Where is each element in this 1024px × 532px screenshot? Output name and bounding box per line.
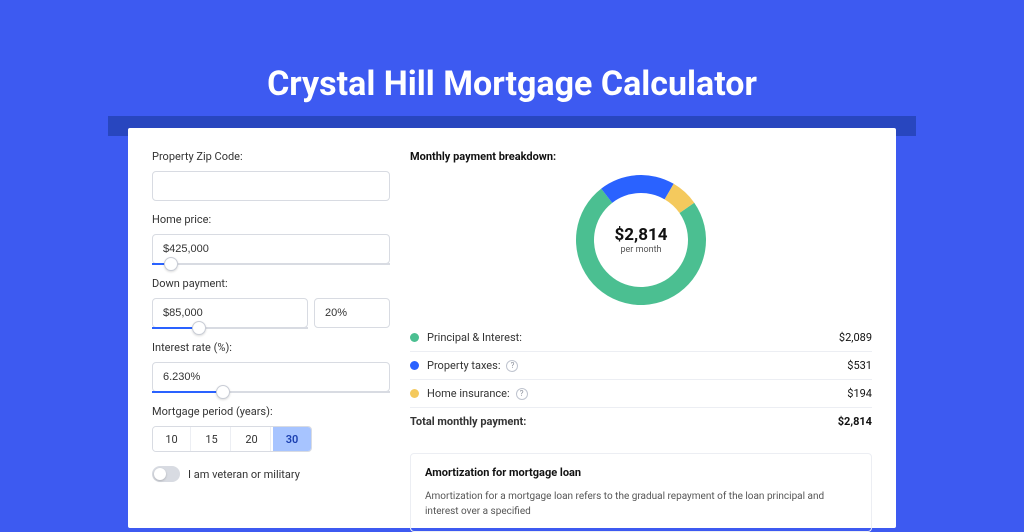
donut-wrap: $2,814 per month: [410, 175, 872, 305]
amortization-card: Amortization for mortgage loan Amortizat…: [410, 453, 872, 532]
legend-label: Property taxes:: [427, 359, 500, 372]
legend-label: Home insurance:: [427, 387, 510, 400]
donut-sub: per month: [620, 245, 661, 255]
home-price-field: Home price:: [152, 213, 390, 265]
veteran-toggle-label: I am veteran or military: [188, 468, 300, 481]
monthly-payment-donut: $2,814 per month: [576, 175, 706, 305]
amortization-text: Amortization for a mortgage loan refers …: [425, 489, 857, 519]
breakdown-column: Monthly payment breakdown: $2,814 per mo…: [410, 150, 872, 504]
legend-dot-icon: [410, 361, 419, 370]
down-payment-amount-field: [152, 298, 308, 329]
down-payment-percent-field: [314, 298, 390, 329]
interest-rate-slider-fill: [152, 391, 223, 393]
form-column: Property Zip Code: Home price: Down paym…: [152, 150, 390, 504]
breakdown-legend: Principal & Interest: $2,089 Property taxe…: [410, 323, 872, 435]
zip-label: Property Zip Code:: [152, 150, 390, 163]
legend-row: Principal & Interest: $2,089: [410, 323, 872, 351]
legend-value: $194: [847, 387, 872, 400]
home-price-slider-thumb[interactable]: [164, 257, 178, 271]
interest-rate-slider-thumb[interactable]: [216, 385, 230, 399]
interest-rate-field: Interest rate (%):: [152, 341, 390, 393]
home-price-input[interactable]: [152, 234, 390, 264]
donut-center: $2,814 per month: [576, 175, 706, 305]
breakdown-title: Monthly payment breakdown:: [410, 150, 872, 163]
legend-row: Home insurance:? $194: [410, 379, 872, 407]
down-payment-amount-input[interactable]: [152, 298, 308, 328]
legend-dot-icon: [410, 389, 419, 398]
down-payment-slider[interactable]: [152, 327, 308, 329]
interest-rate-input[interactable]: [152, 362, 390, 392]
interest-rate-label: Interest rate (%):: [152, 341, 390, 354]
info-icon[interactable]: ?: [516, 388, 528, 400]
period-option-15[interactable]: 15: [193, 427, 231, 451]
down-payment-label: Down payment:: [152, 277, 390, 290]
info-icon[interactable]: ?: [506, 360, 518, 372]
legend-total-row: Total monthly payment: $2,814: [410, 407, 872, 435]
calculator-card: Property Zip Code: Home price: Down paym…: [128, 128, 896, 528]
donut-amount: $2,814: [615, 225, 668, 245]
interest-rate-slider[interactable]: [152, 391, 390, 393]
veteran-toggle-knob: [154, 468, 166, 480]
down-payment-percent-input[interactable]: [314, 298, 390, 328]
legend-value: $2,089: [839, 331, 872, 344]
legend-total-value: $2,814: [838, 415, 872, 428]
legend-row: Property taxes:? $531: [410, 351, 872, 379]
mortgage-period-label: Mortgage period (years):: [152, 405, 390, 418]
mortgage-period-field: Mortgage period (years): 10152030: [152, 405, 390, 452]
veteran-toggle[interactable]: [152, 466, 180, 482]
legend-total-label: Total monthly payment:: [410, 415, 526, 428]
amortization-title: Amortization for mortgage loan: [425, 466, 857, 479]
home-price-label: Home price:: [152, 213, 390, 226]
veteran-row: I am veteran or military: [152, 466, 390, 482]
zip-input[interactable]: [152, 171, 390, 201]
period-option-10[interactable]: 10: [153, 427, 191, 451]
mortgage-period-segmented: 10152030: [152, 426, 312, 452]
legend-label: Principal & Interest:: [427, 331, 522, 344]
zip-field: Property Zip Code:: [152, 150, 390, 201]
down-payment-slider-thumb[interactable]: [192, 321, 206, 335]
period-option-30[interactable]: 30: [273, 427, 311, 451]
period-option-20[interactable]: 20: [233, 427, 271, 451]
page-title: Crystal Hill Mortgage Calculator: [0, 0, 1024, 124]
legend-value: $531: [847, 359, 872, 372]
legend-dot-icon: [410, 333, 419, 342]
home-price-slider[interactable]: [152, 263, 390, 265]
